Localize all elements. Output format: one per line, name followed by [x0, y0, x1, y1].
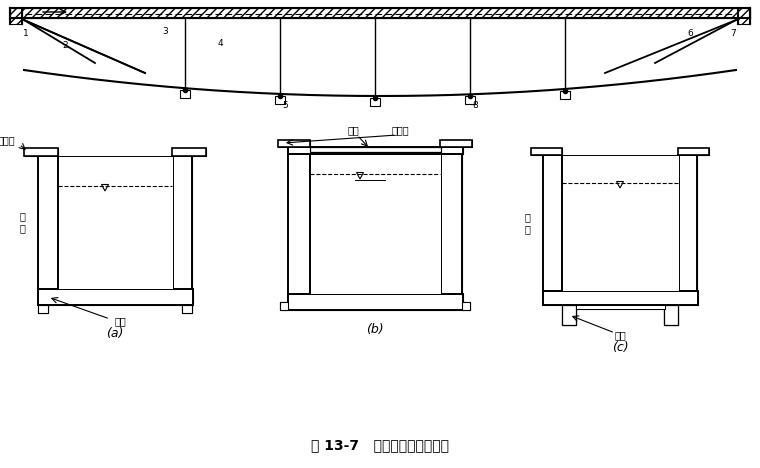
Bar — [288, 294, 463, 310]
Bar — [560, 91, 570, 99]
Bar — [38, 305, 48, 313]
Bar — [678, 148, 709, 155]
Bar — [664, 305, 678, 325]
Bar — [678, 155, 697, 291]
Bar — [440, 140, 472, 147]
Bar — [543, 155, 562, 291]
Bar — [738, 8, 750, 24]
Text: 人行道: 人行道 — [391, 125, 409, 135]
Text: 底板: 底板 — [114, 316, 126, 326]
Text: 2: 2 — [62, 41, 68, 50]
Bar — [678, 155, 697, 291]
Text: (b): (b) — [366, 323, 384, 336]
Bar — [280, 302, 288, 310]
Bar — [562, 305, 576, 325]
Bar — [172, 148, 206, 156]
Bar — [678, 148, 709, 155]
Bar — [278, 140, 310, 147]
Bar — [288, 154, 310, 294]
Bar — [310, 147, 441, 152]
Bar — [288, 294, 463, 310]
Bar — [531, 148, 562, 155]
Bar — [10, 8, 750, 18]
Text: 8: 8 — [472, 101, 478, 110]
Bar — [440, 140, 472, 147]
Text: 4: 4 — [217, 39, 223, 48]
Bar — [288, 147, 463, 154]
Bar — [543, 291, 698, 305]
Bar — [440, 154, 462, 294]
Text: 横肋: 横肋 — [614, 330, 626, 340]
Bar — [38, 156, 58, 289]
Bar — [180, 90, 190, 98]
Bar — [462, 302, 470, 310]
Text: 人行道: 人行道 — [0, 135, 14, 145]
Bar — [576, 305, 665, 309]
Text: 7: 7 — [730, 29, 736, 38]
Bar — [172, 156, 192, 289]
Bar — [38, 289, 193, 305]
Bar — [576, 305, 665, 309]
Bar — [58, 156, 173, 289]
Text: 图 13-7   矩形渡槽横断面型式: 图 13-7 矩形渡槽横断面型式 — [311, 438, 449, 452]
Bar — [562, 305, 576, 325]
Text: 1: 1 — [23, 29, 29, 38]
Bar — [288, 154, 310, 294]
Bar — [280, 302, 288, 310]
Bar — [24, 148, 58, 156]
Text: 侧
墙: 侧 墙 — [19, 211, 25, 233]
Bar — [182, 305, 192, 313]
Bar — [440, 154, 462, 294]
Bar — [38, 305, 48, 313]
Bar — [664, 305, 678, 325]
Bar — [24, 148, 58, 156]
Text: 6: 6 — [687, 29, 693, 38]
Text: 5: 5 — [282, 101, 288, 110]
Bar — [370, 98, 380, 106]
Bar — [38, 156, 58, 289]
Bar — [465, 96, 475, 104]
Text: 横杆: 横杆 — [347, 125, 359, 135]
Bar — [182, 305, 192, 313]
Bar — [288, 147, 463, 154]
Bar — [172, 148, 206, 156]
Bar — [278, 140, 310, 147]
Bar — [275, 96, 285, 104]
Bar — [462, 302, 470, 310]
Bar — [310, 147, 441, 152]
Text: (a): (a) — [106, 327, 124, 339]
Text: 侧
墙: 侧 墙 — [524, 212, 530, 234]
Bar — [543, 155, 562, 291]
Text: 3: 3 — [162, 27, 168, 36]
Bar — [531, 148, 562, 155]
Text: (c): (c) — [612, 341, 629, 353]
Bar — [310, 154, 441, 294]
Bar — [543, 291, 698, 305]
Bar — [38, 289, 193, 305]
Bar — [562, 155, 679, 291]
Bar — [10, 8, 22, 24]
Bar — [172, 156, 192, 289]
